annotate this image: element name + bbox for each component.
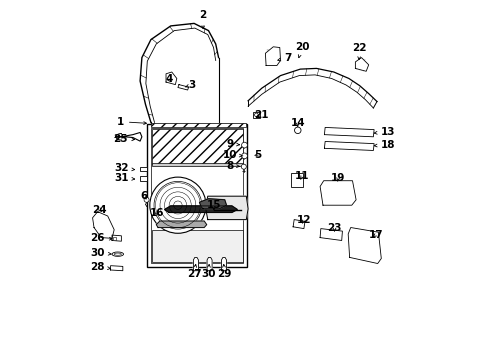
Polygon shape: [110, 266, 122, 271]
Text: 13: 13: [373, 127, 394, 137]
Bar: [151, 128, 243, 263]
Polygon shape: [320, 229, 342, 240]
Text: 5: 5: [253, 150, 261, 160]
Text: 14: 14: [290, 118, 305, 128]
Polygon shape: [265, 47, 280, 66]
Circle shape: [154, 181, 202, 229]
Bar: [140, 176, 146, 181]
Circle shape: [241, 164, 246, 169]
Text: 24: 24: [92, 204, 107, 215]
Bar: [113, 237, 116, 240]
Text: 6: 6: [141, 191, 148, 201]
Circle shape: [254, 113, 258, 117]
Polygon shape: [156, 221, 206, 228]
Text: 30: 30: [90, 248, 111, 258]
Circle shape: [149, 177, 205, 233]
Bar: [151, 129, 243, 164]
Text: 20: 20: [294, 42, 309, 58]
Polygon shape: [166, 72, 177, 85]
Polygon shape: [178, 85, 188, 90]
Bar: [151, 230, 243, 262]
Polygon shape: [324, 127, 373, 137]
Polygon shape: [164, 206, 237, 212]
Text: 25: 25: [113, 134, 134, 144]
Text: 17: 17: [368, 230, 383, 240]
Polygon shape: [193, 257, 198, 271]
Text: 30: 30: [201, 265, 215, 279]
Polygon shape: [320, 181, 355, 205]
Bar: [140, 167, 146, 171]
Circle shape: [294, 127, 301, 134]
Text: 3: 3: [185, 80, 196, 90]
Text: 21: 21: [254, 110, 268, 120]
Polygon shape: [92, 212, 114, 238]
Text: 31: 31: [114, 173, 134, 183]
Text: 4: 4: [165, 74, 172, 84]
Circle shape: [241, 142, 247, 148]
Bar: [151, 163, 243, 166]
Polygon shape: [355, 58, 368, 71]
Text: 29: 29: [217, 265, 231, 279]
Text: 16: 16: [150, 208, 164, 218]
Text: 22: 22: [352, 42, 366, 59]
Text: 10: 10: [223, 150, 243, 160]
Polygon shape: [221, 257, 226, 271]
Text: 9: 9: [226, 139, 239, 149]
Text: 26: 26: [90, 233, 112, 243]
Bar: [151, 123, 246, 127]
Polygon shape: [205, 196, 247, 220]
Text: 27: 27: [186, 265, 201, 279]
Circle shape: [144, 197, 149, 202]
Text: 19: 19: [330, 173, 345, 183]
Ellipse shape: [114, 253, 121, 255]
Bar: [146, 124, 247, 267]
Circle shape: [241, 153, 247, 159]
Ellipse shape: [112, 252, 123, 256]
Polygon shape: [347, 228, 381, 264]
Text: 32: 32: [114, 163, 134, 174]
Text: 11: 11: [294, 171, 309, 181]
Bar: [291, 173, 302, 187]
Text: 15: 15: [206, 200, 221, 210]
Bar: [253, 112, 259, 118]
Text: 18: 18: [373, 140, 394, 150]
Polygon shape: [324, 141, 373, 150]
Text: 2: 2: [199, 10, 206, 29]
Text: 7: 7: [277, 53, 291, 63]
Polygon shape: [112, 235, 121, 241]
Text: 1: 1: [117, 117, 146, 127]
Text: 23: 23: [326, 222, 341, 233]
Text: 12: 12: [296, 215, 310, 225]
Polygon shape: [292, 220, 305, 229]
Text: 28: 28: [90, 262, 110, 272]
Text: 8: 8: [226, 161, 239, 171]
Polygon shape: [206, 257, 212, 271]
Polygon shape: [199, 199, 226, 209]
